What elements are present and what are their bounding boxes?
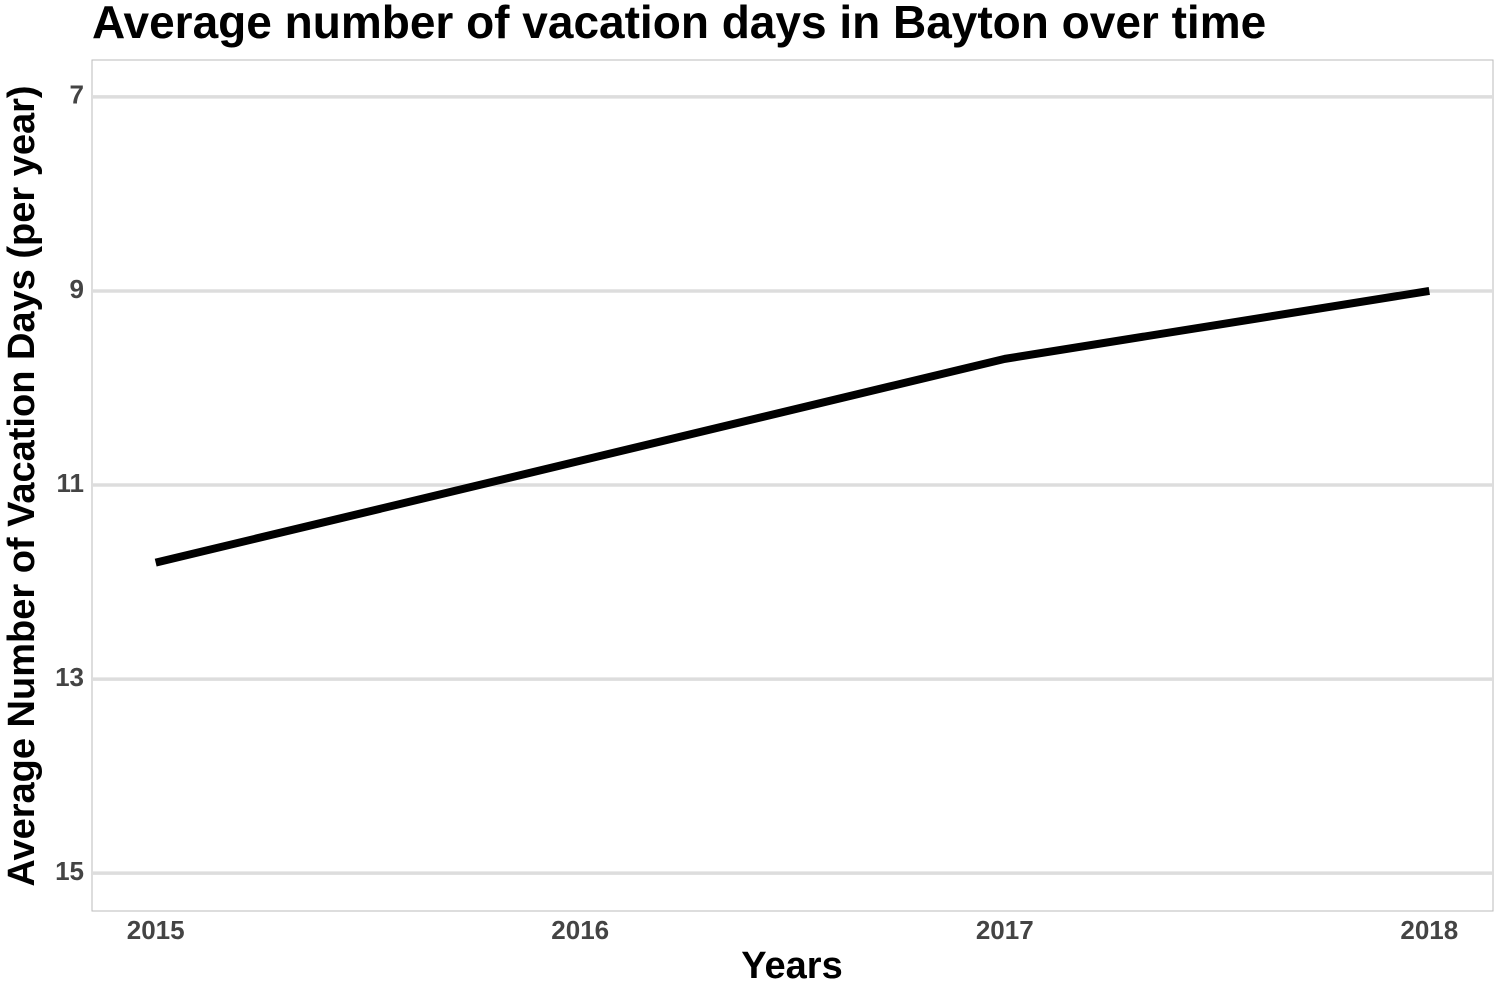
x-tick-label: 2015: [127, 915, 185, 945]
y-tick-label: 9: [70, 274, 84, 304]
y-tick-label: 13: [55, 662, 84, 692]
data-line: [154, 286, 1430, 567]
y-axis-title: Average Number of Vacation Days (per yea…: [1, 85, 43, 886]
x-tick-label: 2017: [976, 915, 1034, 945]
x-axis-title: Years: [741, 945, 842, 987]
y-tick-label: 15: [55, 856, 84, 886]
y-tick-label: 7: [70, 80, 84, 110]
chart-title: Average number of vacation days in Bayto…: [92, 0, 1266, 48]
x-tick-label: 2016: [551, 915, 609, 945]
x-tick-label: 2018: [1400, 915, 1458, 945]
y-tick-label: 11: [57, 468, 85, 498]
